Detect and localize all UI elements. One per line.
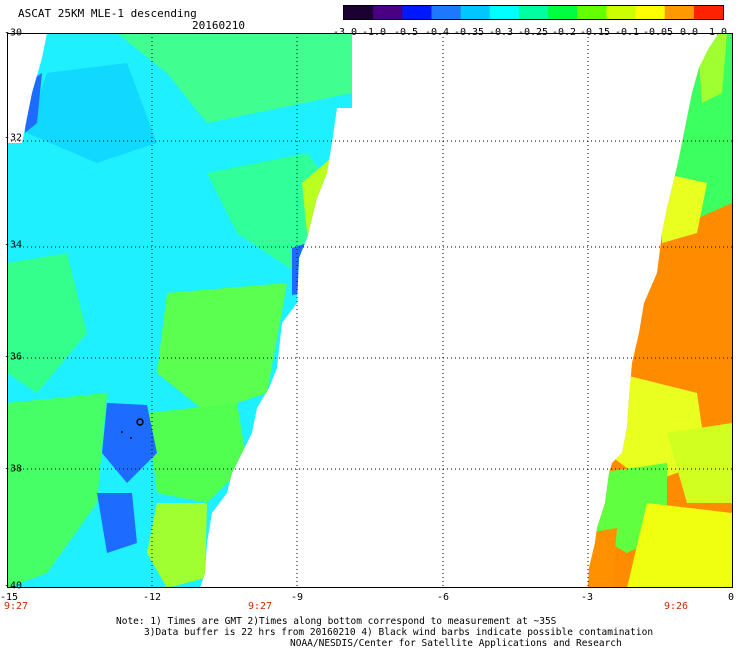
lon-label-6: -6 <box>436 592 450 603</box>
colorbar-segment <box>693 6 723 19</box>
colorbar-segment <box>402 6 432 19</box>
lat-label-32: -32 <box>4 132 23 144</box>
lon-label-3: -3 <box>580 592 594 603</box>
lon-label-9: -9 <box>290 592 304 603</box>
colorbar-segment <box>606 6 637 19</box>
time-label-2: 9:27 <box>247 601 273 612</box>
lat-label-40: -40 <box>4 580 23 592</box>
colorbar-segment <box>431 6 462 19</box>
lat-label-30: -30 <box>4 27 23 39</box>
colorbar-segment <box>664 6 695 19</box>
lat-label-36: -36 <box>4 351 23 363</box>
lon-label-15: -15 <box>0 592 19 603</box>
colorbar-segment <box>373 6 403 19</box>
colorbar-segment <box>489 6 520 19</box>
colorbar-tick-label: -0.35 <box>453 27 485 38</box>
map-frame <box>7 33 733 588</box>
right-swath <box>588 33 732 588</box>
colorbar-tick-label: -0.5 <box>393 27 419 38</box>
note-line-3: NOAA/NESDIS/Center for Satellite Applica… <box>290 638 622 649</box>
lat-label-34: -34 <box>4 239 23 251</box>
time-label-1: 9:27 <box>3 601 29 612</box>
left-swath <box>7 33 352 588</box>
note-line-1: Note: 1) Times are GMT 2)Times along bot… <box>116 616 557 627</box>
lon-label-0: 0 <box>727 592 735 603</box>
lon-label-12: -12 <box>142 592 162 603</box>
colorbar-tick-label: -0.3 <box>488 27 514 38</box>
colorbar-tick-label: -0.1 <box>614 27 640 38</box>
colorbar-tick-label: -1.0 <box>361 27 387 38</box>
colorbar-segment <box>518 6 549 19</box>
wind-swath-map <box>7 33 733 588</box>
colorbar-segment <box>548 6 578 19</box>
lat-label-38: -38 <box>4 463 23 475</box>
colorbar-tick-label: -0.2 <box>551 27 577 38</box>
colorbar-tick-label: 1.0 <box>708 27 728 38</box>
colorbar-tick-label: 0.0 <box>679 27 699 38</box>
colorbar-segment <box>577 6 607 19</box>
colorbar-segment <box>635 6 666 19</box>
graticule <box>7 33 733 588</box>
colorbar-tick-label: -3.0 <box>332 27 358 38</box>
colorbar-tick-label: -0.4 <box>424 27 450 38</box>
date-label: 20160210 <box>192 19 245 32</box>
colorbar-tick-label: -0.15 <box>579 27 611 38</box>
colorbar-segment <box>344 6 374 19</box>
note-line-2: 3)Data buffer is 22 hrs from 20160210 4)… <box>144 627 654 638</box>
colorbar-tick-label: -0.05 <box>642 27 674 38</box>
colorbar-gradient <box>344 6 723 19</box>
colorbar <box>343 5 724 20</box>
colorbar-tick-label: -0.25 <box>517 27 549 38</box>
colorbar-segment <box>460 6 491 19</box>
wind-barbs <box>121 418 144 439</box>
title: ASCAT 25KM MLE-1 descending <box>18 7 197 20</box>
time-label-3: 9:26 <box>663 601 689 612</box>
